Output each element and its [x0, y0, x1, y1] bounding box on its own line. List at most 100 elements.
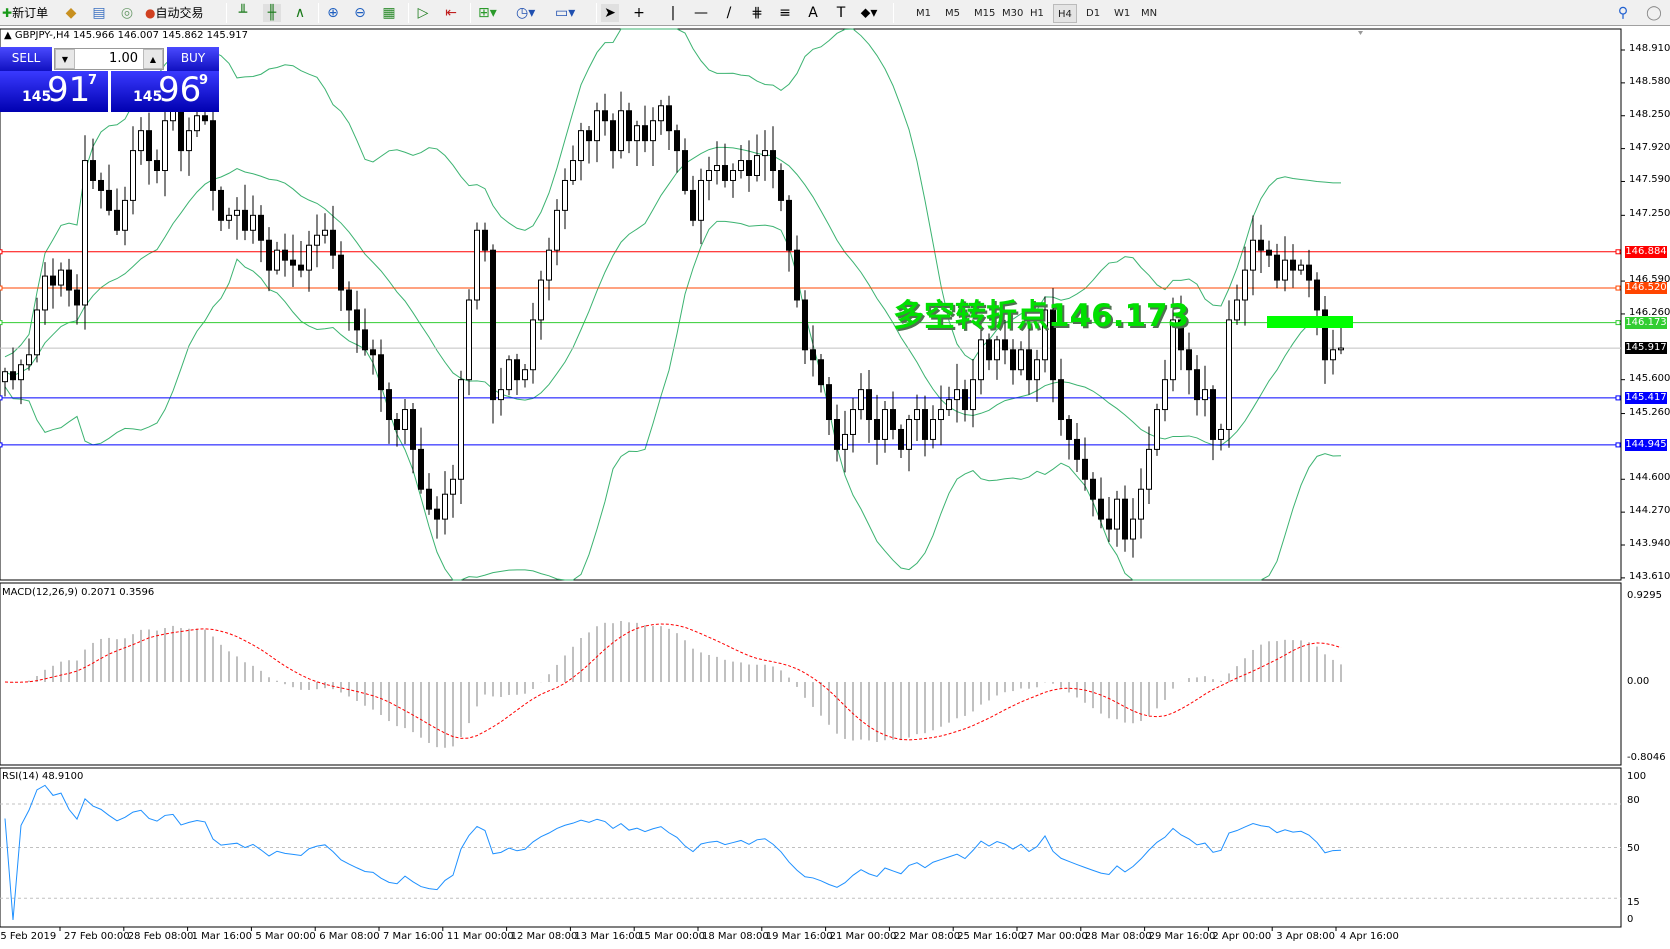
text-icon[interactable]: A — [808, 5, 818, 21]
pivot-zone-rectangle — [1267, 316, 1353, 328]
new-order-button[interactable]: ✚新订单 — [2, 6, 49, 20]
crosshair-icon[interactable]: + — [633, 5, 645, 21]
bear-candle — [386, 389, 392, 421]
bar-chart-icon[interactable]: ╨ — [238, 5, 248, 21]
trendline-icon[interactable]: / — [726, 5, 732, 21]
bear-candle — [1186, 349, 1192, 371]
buy-price[interactable]: 145 96 9 — [111, 70, 219, 112]
auto-trading-icon: ● — [145, 6, 156, 20]
bear-candle — [1074, 438, 1080, 460]
timeframe-m15[interactable]: M15 — [974, 8, 996, 19]
search-icon[interactable]: ⚲ — [1617, 5, 1629, 21]
price-tick-label: 147.590 — [1629, 174, 1670, 186]
zoom-out-icon[interactable]: ⊖ — [354, 5, 366, 21]
bear-candle — [1002, 339, 1008, 351]
bear-candle — [610, 120, 616, 152]
bear-candle — [642, 125, 648, 142]
level-handle — [0, 320, 3, 326]
bull-candle — [1034, 359, 1040, 381]
time-tick-label: 27 Feb 00:00 — [64, 931, 130, 942]
time-tick-label: 18 Mar 08:00 — [702, 931, 769, 942]
time-tick-label: 7 Mar 16:00 — [383, 931, 444, 942]
bear-candle — [1266, 249, 1272, 256]
autoscroll-icon[interactable]: ▷ — [417, 5, 429, 21]
bear-candle — [794, 249, 800, 301]
bull-candle — [1162, 379, 1168, 411]
bear-candle — [266, 239, 272, 271]
lot-size-input[interactable]: 1.00 — [109, 51, 138, 66]
buy-button[interactable]: BUY — [167, 47, 219, 71]
sell-price[interactable]: 145 91 7 — [0, 70, 108, 112]
bear-candle — [602, 110, 608, 122]
time-tick-label: 6 Mar 08:00 — [319, 931, 380, 942]
timeframe-d1[interactable]: D1 — [1086, 8, 1101, 19]
line-chart-icon[interactable]: ∧ — [294, 5, 306, 21]
data-window-icon[interactable]: ▤ — [92, 5, 106, 21]
bull-candle — [18, 364, 24, 381]
lot-increase-icon[interactable]: ▲ — [143, 49, 163, 69]
bear-candle — [210, 120, 216, 191]
bear-candle — [778, 170, 784, 201]
bull-candle — [1202, 389, 1208, 401]
bear-candle — [514, 359, 520, 381]
vertical-line-icon[interactable]: | — [670, 5, 676, 21]
bear-candle — [722, 165, 728, 181]
market-watch-icon[interactable]: ◆ — [65, 5, 77, 21]
bull-candle — [194, 115, 200, 132]
bear-candle — [866, 389, 872, 421]
lot-decrease-icon[interactable]: ▼ — [55, 49, 75, 69]
indicators-icon[interactable]: ⊞▾ — [478, 5, 497, 21]
bull-candle — [754, 155, 760, 176]
bear-candle — [818, 359, 824, 386]
bull-candle — [522, 369, 528, 381]
time-tick-label: 28 Feb 08:00 — [127, 931, 194, 942]
bear-candle — [1178, 319, 1184, 351]
fibo-fan-icon[interactable]: ≡ — [779, 5, 791, 21]
time-tick-label: 13 Mar 16:00 — [574, 931, 642, 942]
pivot-annotation[interactable]: 多空转折点146.173 — [893, 298, 1190, 334]
chat-icon[interactable]: ◯ — [1646, 5, 1662, 21]
bear-candle — [1090, 478, 1096, 500]
bull-candle — [762, 150, 768, 157]
timeframe-h1[interactable]: H1 — [1030, 8, 1044, 19]
timeframe-m1[interactable]: M1 — [916, 8, 931, 19]
arrows-icon[interactable]: ⬥▾ — [860, 5, 878, 21]
macd-panel-frame — [0, 582, 1622, 766]
level-handle — [1615, 442, 1621, 448]
lot-size-stepper[interactable]: ▼ 1.00 ▲ — [54, 48, 164, 70]
timeframe-m5[interactable]: M5 — [945, 8, 960, 19]
level-price-tag: 145.917 — [1625, 342, 1667, 355]
time-tick-label: 15 Mar 00:00 — [638, 931, 705, 942]
text-label-icon[interactable]: T — [836, 5, 846, 21]
fibonacci-icon[interactable]: ⋕ — [751, 5, 763, 21]
timeframe-mn[interactable]: MN — [1141, 8, 1158, 19]
bull-candle — [234, 209, 240, 216]
chart-shift-icon[interactable]: ⇤ — [445, 5, 457, 21]
bear-candle — [1106, 518, 1112, 530]
templates-icon[interactable]: ▭▾ — [555, 5, 576, 21]
timeframe-m30[interactable]: M30 — [1002, 8, 1024, 19]
navigator-icon[interactable]: ◎ — [120, 5, 134, 21]
bull-candle — [554, 209, 560, 251]
tile-windows-icon[interactable]: ▦ — [382, 5, 396, 21]
bull-candle — [458, 379, 464, 480]
timeframe-w1[interactable]: W1 — [1114, 8, 1131, 19]
bear-candle — [986, 339, 992, 361]
horizontal-line-icon[interactable]: — — [694, 5, 708, 21]
level-handle — [0, 395, 3, 401]
level-handle — [1615, 320, 1621, 326]
cursor-icon[interactable]: ➤ — [601, 4, 619, 22]
sell-button[interactable]: SELL — [0, 47, 52, 71]
level-handle — [1615, 395, 1621, 401]
zoom-in-icon[interactable]: ⊕ — [327, 5, 339, 21]
bull-candle — [226, 214, 232, 221]
bear-candle — [1058, 379, 1064, 421]
candlestick-icon[interactable]: ╫ — [263, 4, 281, 22]
timeframe-h4[interactable]: H4 — [1053, 4, 1077, 23]
auto-trading-button[interactable]: ●自动交易 — [145, 6, 204, 20]
bear-candle — [834, 419, 840, 450]
periods-icon[interactable]: ◷▾ — [516, 5, 536, 21]
bear-candle — [106, 189, 112, 211]
bull-candle — [1138, 488, 1144, 520]
